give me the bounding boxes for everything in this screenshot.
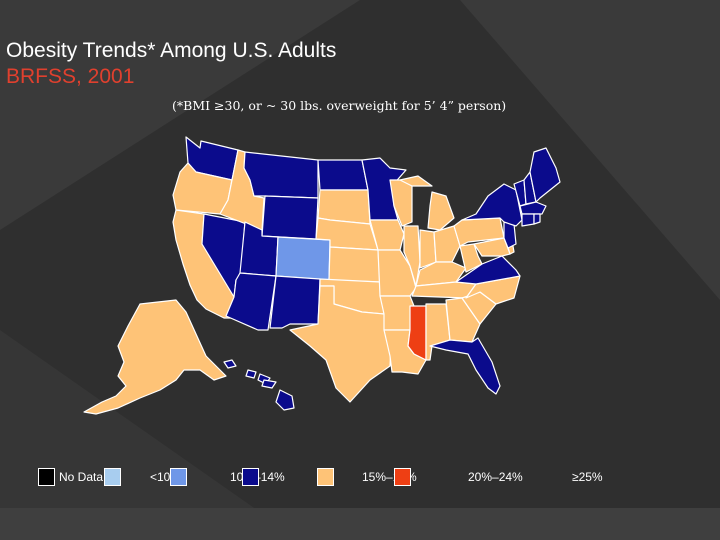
state-wv xyxy=(459,243,483,273)
legend-swatch-15-19 xyxy=(242,468,259,486)
state-me xyxy=(529,147,561,203)
state-ct xyxy=(521,213,535,227)
state-hi-oahu xyxy=(245,369,257,379)
state-mi xyxy=(427,191,455,231)
legend-swatch-10-14 xyxy=(170,468,187,486)
background-shape xyxy=(0,330,300,540)
state-md xyxy=(473,237,511,257)
state-nm xyxy=(269,275,321,329)
state-mi-up xyxy=(399,175,433,187)
legend-label-ge25: ≥25% xyxy=(572,470,603,484)
state-ia xyxy=(369,219,405,251)
background-shape xyxy=(460,0,720,300)
map-subtitle: BRFSS, 2001 xyxy=(6,65,135,88)
state-ny xyxy=(461,183,523,227)
state-mt xyxy=(243,151,319,199)
state-wy xyxy=(261,195,319,240)
state-ma xyxy=(519,201,547,215)
state-ri xyxy=(533,213,541,225)
state-tx xyxy=(289,285,393,403)
state-ks xyxy=(328,246,381,283)
state-nd xyxy=(317,159,369,191)
background-shape xyxy=(0,0,360,230)
legend-swatch-ge25 xyxy=(394,468,411,486)
legend-swatch-lt10 xyxy=(104,468,121,486)
state-fl xyxy=(429,337,501,395)
map-title: Obesity Trends* Among U.S. Adults xyxy=(6,39,337,62)
legend-label-no-data: No Data xyxy=(59,470,104,484)
state-ar xyxy=(379,295,415,331)
footer-band xyxy=(0,508,720,540)
bmi-footnote: (*BMI ≥30, or ~ 30 lbs. overweight for 5… xyxy=(172,98,507,113)
state-co xyxy=(275,236,331,281)
state-hi-molokai xyxy=(261,379,277,389)
state-in xyxy=(419,229,437,269)
legend-label-20-24: 20%–24% xyxy=(468,470,523,484)
state-hi-kauai xyxy=(223,359,237,369)
legend-swatch-no-data xyxy=(38,468,55,486)
state-hi-big xyxy=(275,389,295,411)
legend-swatch-20-24 xyxy=(317,468,334,486)
state-ak xyxy=(83,299,227,415)
state-ga xyxy=(445,297,481,343)
state-oh xyxy=(433,225,461,263)
state-al xyxy=(425,303,451,361)
